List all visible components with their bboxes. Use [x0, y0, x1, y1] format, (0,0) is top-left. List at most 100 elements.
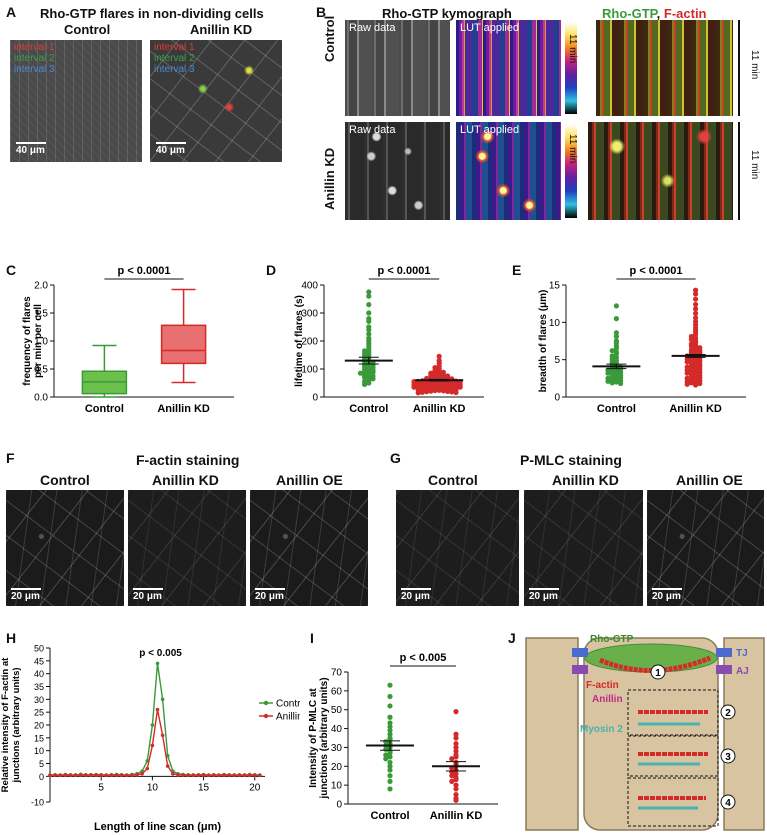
data-point: [366, 293, 372, 299]
data-point: [357, 370, 363, 376]
data-point: [609, 348, 615, 354]
box-iqr: [160, 324, 207, 365]
lut-colorbar-control: [565, 22, 577, 114]
y-tick-label: 50: [34, 644, 44, 654]
tj-right-junction: [716, 648, 732, 657]
raw-data-label: Raw data: [349, 22, 396, 34]
tj-label: TJ: [736, 648, 748, 659]
y-tick-label: 100: [301, 365, 318, 376]
x-axis-label: Length of line scan (μm): [94, 821, 221, 833]
x-category-label: Control: [349, 403, 388, 415]
panel-f-col-control: Control: [40, 472, 90, 488]
data-point: [383, 756, 389, 762]
data-point: [440, 388, 446, 394]
y-tick-label: 20: [331, 762, 343, 773]
series-point: [160, 733, 165, 738]
interval-3-label: interval 3: [154, 64, 195, 75]
interval-1-label: interval 1: [14, 42, 55, 53]
x-category-label: Anillin KD: [157, 403, 210, 415]
series-point: [155, 707, 160, 712]
data-point: [366, 380, 372, 386]
step-3-marker: [720, 748, 736, 764]
data-point: [609, 380, 615, 386]
data-point: [457, 384, 463, 390]
y-axis-label: junctions (arbitrary units): [319, 677, 330, 799]
panel-a-letter: A: [6, 4, 17, 20]
scale-bar: 20 μm: [652, 588, 682, 602]
series-point: [73, 773, 78, 777]
step-1-marker: [650, 664, 666, 680]
series-point: [242, 773, 247, 777]
data-point: [613, 316, 619, 322]
legend-label: Control: [276, 699, 300, 710]
x-category-label: Control: [85, 403, 124, 415]
x-tick-label: 10: [147, 782, 159, 793]
data-point: [693, 306, 699, 312]
anillin-label: Anillin: [592, 694, 623, 705]
panel-j-schematic: 1 2 3 4 Rho-GTP TJ AJ F-actin Anillin My…: [525, 634, 765, 831]
legend-marker: [263, 700, 269, 706]
series-line-control: [49, 663, 260, 776]
kymograph-lut-kd: LUT applied: [456, 122, 561, 220]
data-point: [387, 727, 393, 734]
data-point: [697, 380, 703, 387]
data-point: [415, 390, 421, 396]
data-point: [387, 767, 393, 773]
y-axis-label: lifetime of flares (s): [294, 295, 305, 387]
data-point: [688, 343, 694, 349]
f-actin-label: F-actin: [586, 680, 619, 691]
data-point: [387, 750, 393, 756]
x-tick-label: 5: [98, 782, 104, 793]
step-4-box: [627, 777, 719, 827]
panel-h-linescan: -10 0 5 10 15 20 25 30 35 40 45 50 5 10 15 20 Relative i…: [0, 644, 300, 834]
panel-b-merge-title: Rho-GTP, F-actin: [602, 6, 707, 21]
y-tick-label: 40: [34, 669, 44, 679]
data-point: [613, 345, 619, 352]
data-point: [453, 791, 459, 798]
panel-c-letter: C: [6, 262, 17, 278]
series-point: [104, 773, 109, 778]
panel-i-scatter: 0 10 20 30 40 50 60 70 Control Anillin KD Intensit…: [308, 652, 498, 822]
panel-g-col-oe: Anillin OE: [676, 472, 743, 488]
tj-left-junction: [572, 648, 588, 657]
series-point: [119, 773, 124, 777]
kymograph-merge-control: [596, 20, 733, 116]
panel-g-letter: G: [390, 450, 401, 466]
p-value-label: p < 0.005: [139, 648, 182, 659]
y-tick-label: 1.0: [34, 337, 48, 348]
aj-left-junction: [572, 665, 588, 674]
data-point: [436, 387, 442, 393]
p-value-label: p < 0.005: [400, 652, 447, 664]
y-tick-label: 40: [331, 724, 343, 735]
series-line-kd: [49, 709, 260, 777]
y-tick-label: 0: [554, 393, 560, 404]
kymograph-raw-kd: Raw data: [345, 122, 450, 220]
left-cell: [525, 637, 579, 831]
data-point: [387, 714, 393, 720]
y-tick-label: 10: [549, 318, 561, 329]
time-bar-control: [738, 20, 740, 116]
series-point: [48, 773, 52, 778]
f-actin-kd-image: 20 μm: [128, 490, 246, 606]
data-point: [387, 763, 393, 769]
y-tick-label: 5: [554, 355, 560, 366]
series-point: [150, 723, 155, 727]
panel-f-col-kd: Anillin KD: [152, 472, 219, 488]
kymograph-merge-kd: [588, 122, 733, 220]
scale-bar: 20 μm: [133, 588, 163, 602]
y-tick-label: 35: [34, 682, 44, 692]
data-point: [362, 374, 368, 380]
series-point: [145, 766, 150, 771]
series-point: [140, 771, 144, 776]
data-point: [419, 389, 425, 395]
x-category-label: Control: [370, 810, 409, 822]
data-point: [453, 389, 459, 396]
series-point: [171, 771, 175, 776]
data-point: [432, 387, 438, 394]
data-point: [387, 720, 393, 726]
y-axis-label: Relative intensity of F-actin at: [0, 657, 11, 792]
data-point: [684, 359, 690, 365]
y-axis-label: breadth of flares (μm): [538, 290, 549, 393]
series-point: [63, 773, 68, 777]
p-value-label: p < 0.0001: [118, 265, 171, 277]
